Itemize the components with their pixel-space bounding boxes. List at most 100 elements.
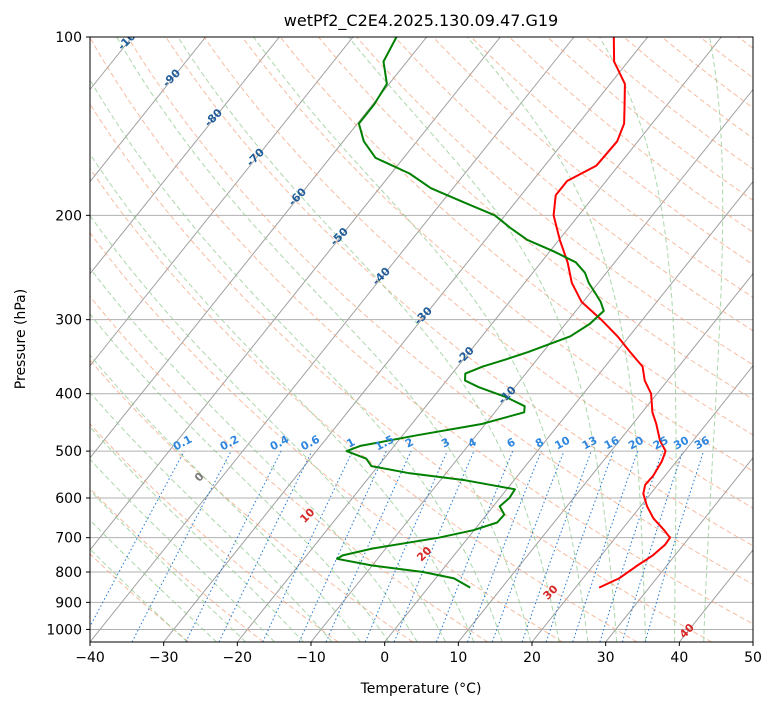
dry-adiabat-line <box>90 103 712 642</box>
mixing-ratio-lines <box>90 450 705 642</box>
isotherm-line <box>752 641 753 642</box>
mixing-ratio-label: 30 <box>671 434 691 453</box>
chart-title: wetPf2_C2E4.2025.130.09.47.G19 <box>284 11 558 31</box>
x-tick-label: 20 <box>523 650 541 666</box>
x-tick-label: 0 <box>380 650 389 666</box>
isotherm-line <box>0 37 58 642</box>
isotherm-gridlines <box>0 37 753 642</box>
x-axis-label: Temperature (°C) <box>360 681 482 697</box>
mixing-ratio-label: 25 <box>651 434 671 453</box>
profile-series <box>336 37 671 589</box>
x-tick-label: 30 <box>597 650 615 666</box>
dry-adiabat-label: 20 <box>414 544 434 564</box>
moist-adiabat-line <box>90 354 361 642</box>
dry-adiabat-line <box>203 37 753 509</box>
mixing-ratio-line <box>491 450 565 642</box>
moist-adiabat-line <box>90 267 418 642</box>
isotherm-line <box>163 37 649 642</box>
dry-adiabat-line <box>737 37 753 49</box>
mixing-ratio-label: 6 <box>505 435 518 450</box>
x-tick-label: 40 <box>670 650 688 666</box>
dry-adiabats <box>90 37 753 642</box>
mixing-ratio-line <box>435 450 514 642</box>
mixing-ratio-label: 20 <box>626 434 646 453</box>
y-tick-label: 700 <box>55 531 82 547</box>
mixing-ratio-line <box>467 450 542 642</box>
mixing-ratio-label: 10 <box>553 434 573 453</box>
dry-adiabat-line <box>90 37 753 625</box>
mixing-ratio-line <box>364 450 448 642</box>
x-tick-label: 10 <box>449 650 467 666</box>
mixing-ratio-label: 13 <box>580 434 600 453</box>
mixing-ratio-label: 0.1 <box>171 433 194 454</box>
plot-area: 0.1 0.2 0.4 0.6 1 1.5 2 3 4 6 8 10 13 16 20 25 30 36-100-… <box>0 37 753 642</box>
moist-adiabat-line <box>90 78 503 642</box>
isotherm-line <box>90 37 501 551</box>
x-tick-label: −30 <box>149 650 179 666</box>
y-tick-label: 400 <box>55 387 82 403</box>
y-tick-label: 500 <box>55 444 82 460</box>
mixing-ratio-label: 0.2 <box>218 433 241 454</box>
dry-adiabat-line <box>90 553 190 642</box>
y-tick-label: 900 <box>55 595 82 611</box>
moist-adiabat-line <box>116 37 532 642</box>
mixing-ratio-line <box>644 450 705 642</box>
dry-adiabat-line <box>432 37 753 298</box>
dry-adiabat-label: 30 <box>541 582 561 602</box>
dry-adiabat-line <box>356 37 753 366</box>
dry-adiabat-line <box>547 37 753 201</box>
dry-adiabat-line <box>165 37 753 547</box>
dry-adiabat-line <box>90 487 264 642</box>
dry-adiabat-line <box>90 359 414 642</box>
mixing-ratio-line <box>521 450 592 642</box>
y-axis-label: Pressure (hPa) <box>13 289 29 389</box>
isotherm-line <box>90 37 280 275</box>
dry-adiabat-label: 0 <box>192 470 207 485</box>
moist-adiabat-line <box>90 391 333 642</box>
moist-adiabat-line <box>90 214 446 642</box>
moist-adiabat-line <box>90 458 275 642</box>
moist-adiabat-line <box>599 37 677 642</box>
x-axis-ticks: −40 −30 −20 −10 0 10 20 30 40 50 <box>75 642 762 666</box>
mixing-ratio-line <box>393 450 475 642</box>
y-tick-label: 300 <box>55 313 82 329</box>
dry-adiabat-line <box>90 167 638 642</box>
y-tick-label: 1000 <box>46 622 82 638</box>
mixing-ratio-label: 3 <box>439 435 452 450</box>
moist-adiabat-line <box>466 37 647 642</box>
moist-adiabat-line <box>90 153 475 642</box>
mixing-ratio-label: 16 <box>602 434 622 453</box>
y-axis-ticks: 100 200 300 400 500 600 700 800 900 1000 <box>46 30 90 638</box>
mixing-ratio-line <box>298 450 387 642</box>
dry-adiabat-line <box>90 231 563 642</box>
y-tick-label: 600 <box>55 491 82 507</box>
mixing-ratio-label: 36 <box>692 434 712 453</box>
isotherm-line <box>90 37 428 459</box>
plot-frame <box>89 36 754 643</box>
mixing-ratio-line <box>572 450 639 642</box>
dry-adiabat-line <box>279 37 753 436</box>
isotherm-line <box>90 37 207 183</box>
dry-adiabat-line <box>90 295 488 642</box>
dewpoint-profile-line <box>336 37 605 589</box>
dry-adiabat-line <box>90 423 339 642</box>
mixing-ratio-line <box>90 450 185 628</box>
mixing-ratio-line <box>621 450 684 642</box>
isotherm-line <box>457 272 753 642</box>
x-tick-label: 50 <box>744 650 762 666</box>
dry-adiabat-line <box>585 37 753 170</box>
isotherm-line <box>236 37 722 642</box>
y-tick-label: 100 <box>55 30 82 46</box>
dry-adiabat-label: 10 <box>297 505 317 525</box>
moist-adiabat-line <box>703 37 724 642</box>
isotherm-line <box>310 88 753 642</box>
moist-adiabat-line <box>90 519 217 642</box>
mixing-ratio-line <box>599 450 663 642</box>
mixing-ratio-line <box>262 450 353 642</box>
temperature-profile-line <box>552 37 671 589</box>
isotherm-line <box>90 37 354 367</box>
dry-adiabat-line <box>699 37 753 79</box>
mixing-ratio-line <box>185 450 282 642</box>
mixing-ratio-label: 0.6 <box>299 433 323 454</box>
